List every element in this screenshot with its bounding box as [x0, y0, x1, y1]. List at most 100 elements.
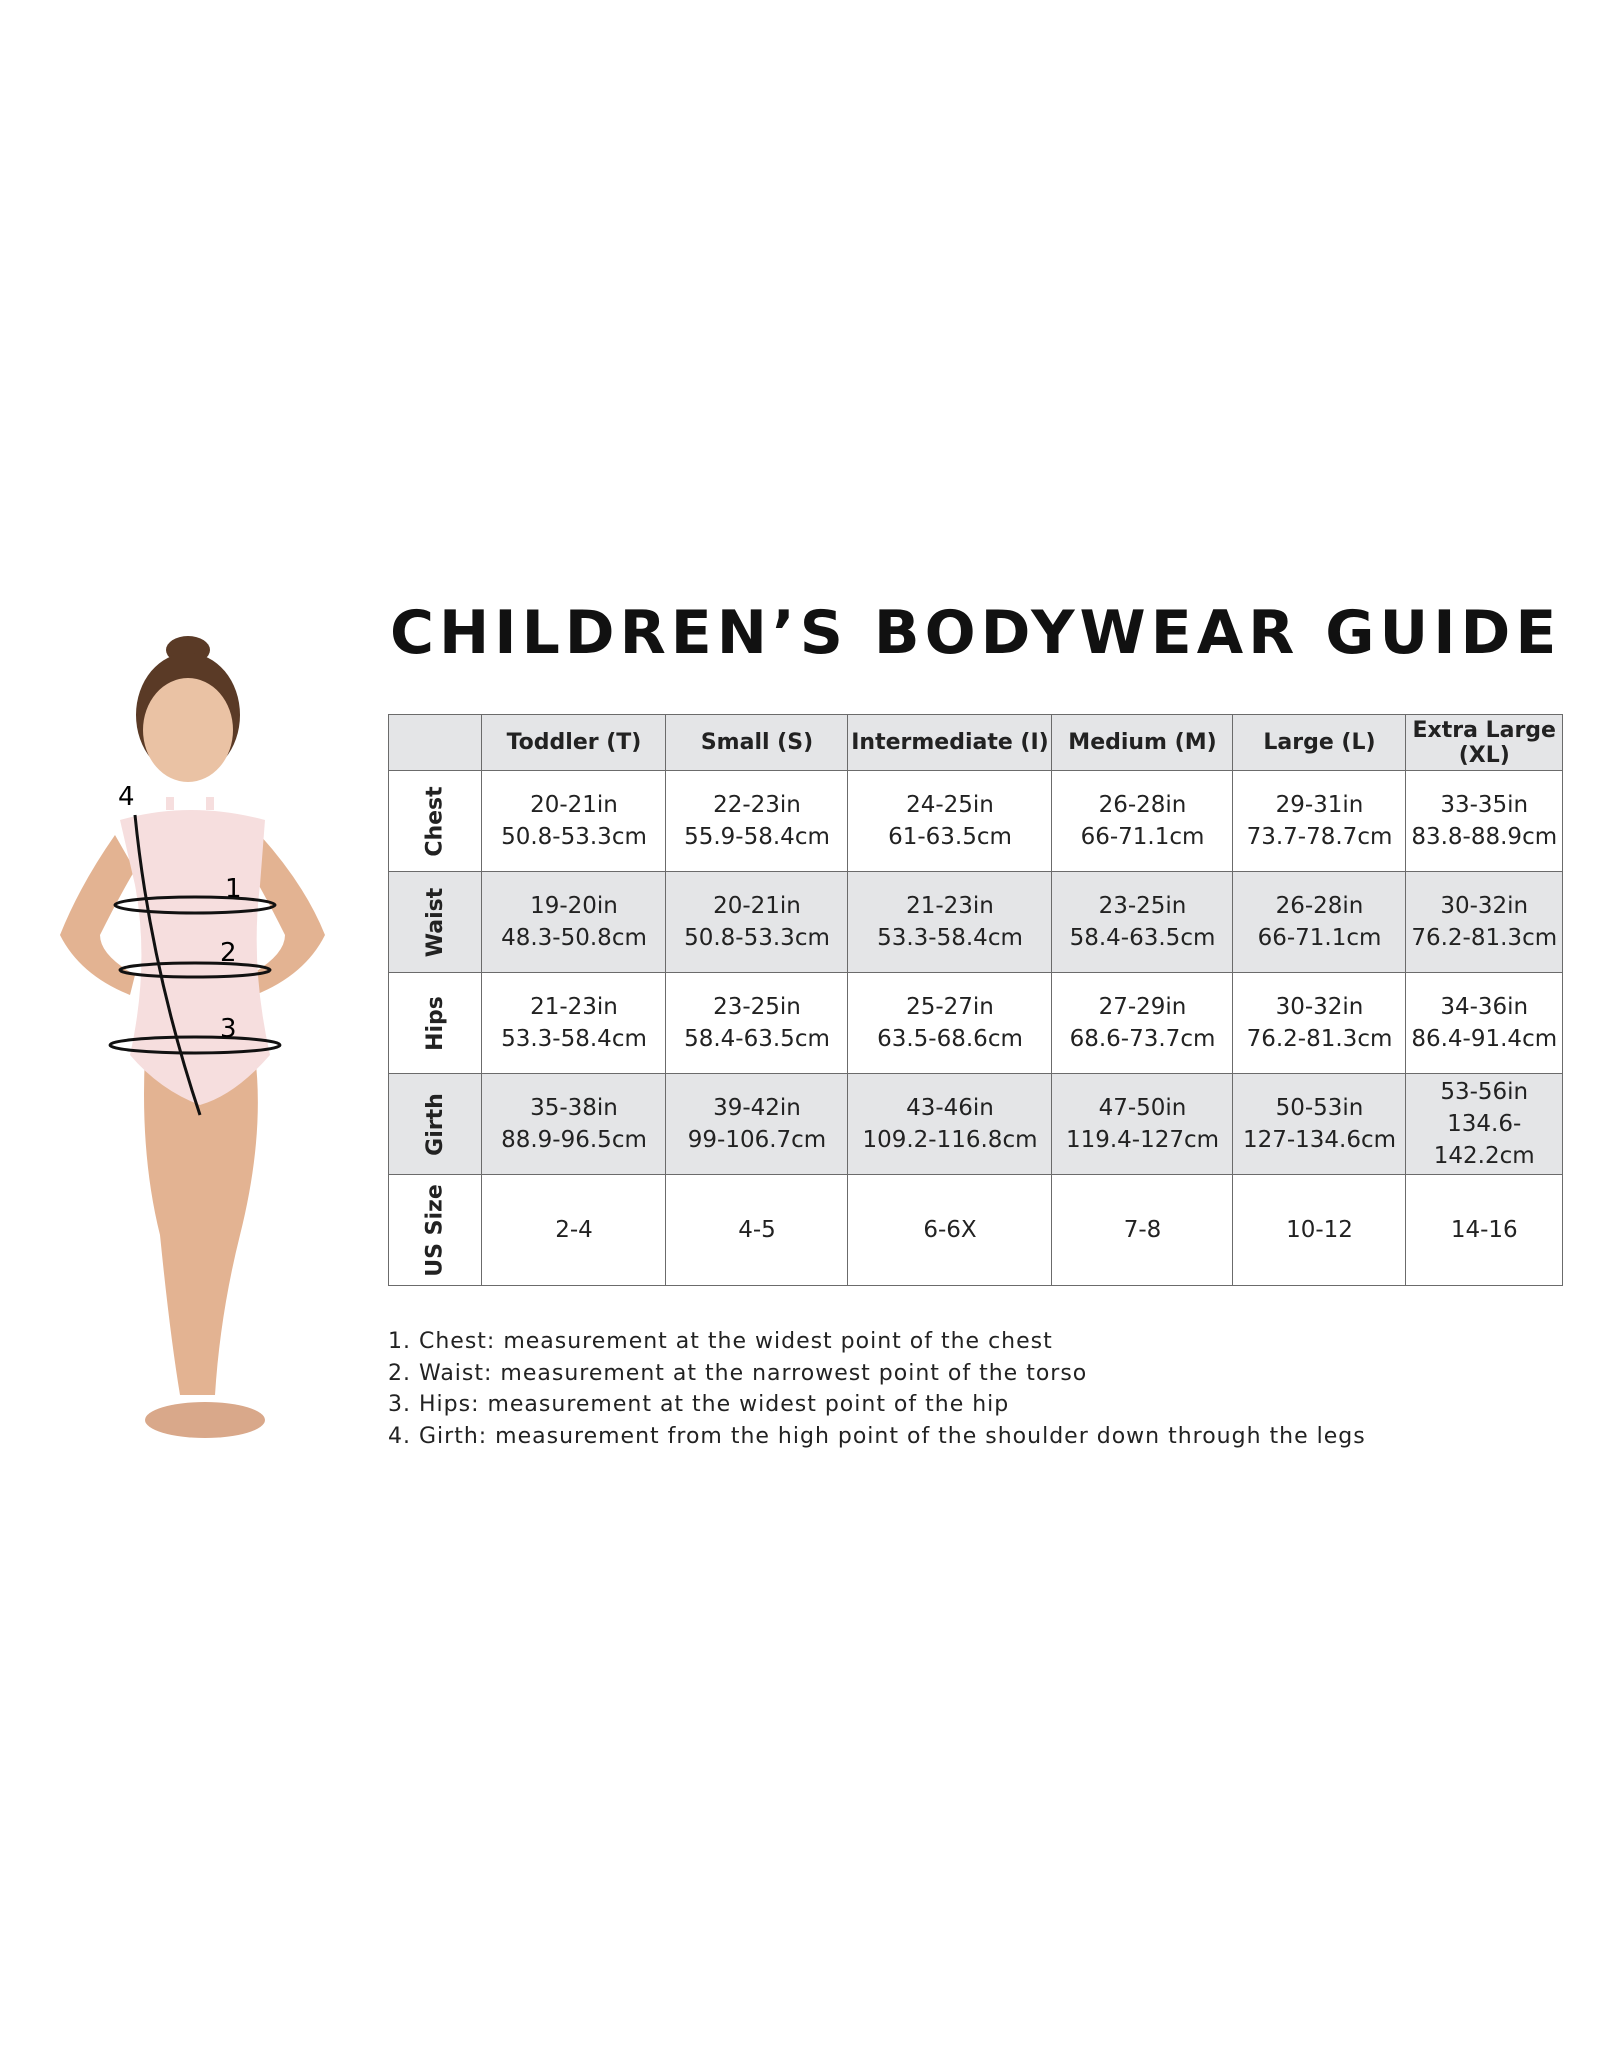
header-row: Toddler (T) Small (S) Intermediate (I) M…: [387, 714, 1563, 771]
table-cell: 47-50in 119.4-127cm: [1051, 1073, 1234, 1175]
table-cell: 27-29in 68.6-73.7cm: [1051, 972, 1234, 1074]
value-metric: 134.6-142.2cm: [1433, 1111, 1535, 1169]
value-primary: 30-32in: [1275, 994, 1364, 1020]
table-cell: 30-32in 76.2-81.3cm: [1405, 871, 1563, 973]
value-primary: 22-23in: [713, 792, 801, 818]
table-cell: 26-28in 66-71.1cm: [1051, 770, 1234, 872]
value-metric: 63.5-68.6cm: [877, 1026, 1023, 1052]
table-cell: 6-6X: [847, 1174, 1053, 1286]
table-cell: 35-38in 88.9-96.5cm: [481, 1073, 667, 1175]
value-metric: 99-106.7cm: [687, 1127, 827, 1153]
measurement-notes: 1. Chest: measurement at the widest poin…: [388, 1326, 1366, 1452]
value-metric: 55.9-58.4cm: [684, 824, 830, 850]
table-cell: 2-4: [481, 1174, 667, 1286]
note-chest: 1. Chest: measurement at the widest poin…: [388, 1329, 1053, 1354]
column-header: Intermediate (I): [847, 714, 1053, 771]
row-label: Girth: [422, 1093, 448, 1156]
value-primary: 26-28in: [1275, 893, 1364, 919]
table-cell: 25-27in 63.5-68.6cm: [847, 972, 1053, 1074]
table-cell: 14-16: [1405, 1174, 1563, 1286]
value-primary: 20-21in: [530, 792, 618, 818]
value-metric: 73.7-78.7cm: [1246, 824, 1393, 850]
table-cell: 19-20in 48.3-50.8cm: [481, 871, 667, 973]
value-primary: 20-21in: [713, 893, 801, 919]
value-metric: 53.3-58.4cm: [877, 925, 1023, 951]
table-cell: 43-46in 109.2-116.8cm: [847, 1073, 1053, 1175]
table-cell: 24-25in 61-63.5cm: [847, 770, 1053, 872]
value-primary: 7-8: [1123, 1217, 1162, 1243]
value-metric: 50.8-53.3cm: [501, 824, 647, 850]
table-row: Chest 20-21in 50.8-53.3cm 22-23in 55.9-58.4c…: [387, 770, 1563, 872]
value-metric: 66-71.1cm: [1257, 925, 1382, 951]
row-label: Hips: [422, 996, 448, 1051]
value-metric: 76.2-81.3cm: [1246, 1026, 1393, 1052]
row-header: Waist: [387, 871, 483, 973]
value-primary: 6-6X: [923, 1217, 977, 1243]
table-cell: 10-12: [1232, 1174, 1407, 1286]
value-primary: 21-23in: [530, 994, 618, 1020]
column-header: Small (S): [665, 714, 849, 771]
corner-cell: [387, 714, 483, 771]
value-metric: 76.2-81.3cm: [1411, 925, 1558, 951]
value-primary: 2-4: [555, 1217, 593, 1243]
table-cell: 20-21in 50.8-53.3cm: [665, 871, 849, 973]
column-header: Medium (M): [1051, 714, 1234, 771]
row-label: US Size: [422, 1184, 448, 1277]
value-primary: 33-35in: [1440, 792, 1529, 818]
value-primary: 4-5: [738, 1217, 776, 1243]
value-primary: 47-50in: [1098, 1095, 1187, 1121]
value-metric: 50.8-53.3cm: [684, 925, 830, 951]
row-header: Hips: [387, 972, 483, 1074]
value-primary: 43-46in: [906, 1095, 994, 1121]
table-cell: 26-28in 66-71.1cm: [1232, 871, 1407, 973]
value-primary: 26-28in: [1098, 792, 1187, 818]
value-metric: 68.6-73.7cm: [1069, 1026, 1216, 1052]
value-primary: 27-29in: [1098, 994, 1187, 1020]
table-cell: 22-23in 55.9-58.4cm: [665, 770, 849, 872]
row-header: Girth: [387, 1073, 483, 1175]
value-primary: 23-25in: [713, 994, 801, 1020]
value-primary: 53-56in: [1440, 1079, 1529, 1105]
table-row: Waist 19-20in 48.3-50.8cm 20-21in 50.8-53.3c…: [387, 871, 1563, 973]
table-cell: 21-23in 53.3-58.4cm: [847, 871, 1053, 973]
table-cell: 30-32in 76.2-81.3cm: [1232, 972, 1407, 1074]
table-cell: 23-25in 58.4-63.5cm: [665, 972, 849, 1074]
value-metric: 66-71.1cm: [1080, 824, 1205, 850]
table-row: Hips 21-23in 53.3-58.4cm 23-25in 58.4-63.5cm…: [387, 972, 1563, 1074]
note-waist: 2. Waist: measurement at the narrowest p…: [388, 1360, 1088, 1386]
table-row: Girth 35-38in 88.9-96.5cm 39-42in 99-106.7cm…: [387, 1073, 1563, 1175]
table-cell: 21-23in 53.3-58.4cm: [481, 972, 667, 1074]
value-primary: 25-27in: [906, 994, 994, 1020]
note-hips: 3. Hips: measurement at the widest point…: [388, 1392, 1010, 1417]
value-metric: 58.4-63.5cm: [1069, 925, 1216, 951]
table-cell: 29-31in 73.7-78.7cm: [1232, 770, 1407, 872]
value-primary: 34-36in: [1440, 994, 1529, 1020]
row-label: Chest: [422, 786, 448, 857]
table-cell: 20-21in 50.8-53.3cm: [481, 770, 667, 872]
marker-3: 3: [220, 1014, 237, 1044]
child-model-illustration: 1 2 3 4: [60, 636, 325, 1438]
row-header: Chest: [387, 770, 483, 872]
table-cell: 7-8: [1051, 1174, 1234, 1286]
row-label: Waist: [422, 887, 448, 958]
value-primary: 29-31in: [1275, 792, 1364, 818]
value-metric: 61-63.5cm: [888, 824, 1012, 850]
value-metric: 127-134.6cm: [1242, 1127, 1397, 1153]
value-metric: 119.4-127cm: [1065, 1127, 1220, 1153]
value-primary: 39-42in: [713, 1095, 801, 1121]
size-chart-table: Toddler (T) Small (S) Intermediate (I) M…: [387, 714, 1563, 1286]
table-cell: 33-35in 83.8-88.9cm: [1405, 770, 1563, 872]
value-metric: 48.3-50.8cm: [501, 925, 647, 951]
table-cell: 50-53in 127-134.6cm: [1232, 1073, 1407, 1175]
marker-1: 1: [225, 874, 242, 904]
value-primary: 14-16: [1450, 1217, 1518, 1243]
value-primary: 35-38in: [530, 1095, 618, 1121]
table-cell: 53-56in 134.6-142.2cm: [1405, 1073, 1563, 1175]
marker-4: 4: [118, 782, 135, 812]
value-primary: 10-12: [1286, 1217, 1353, 1243]
table-cell: 23-25in 58.4-63.5cm: [1051, 871, 1234, 973]
table-cell: 4-5: [665, 1174, 849, 1286]
value-metric: 88.9-96.5cm: [501, 1127, 647, 1153]
value-metric: 83.8-88.9cm: [1411, 824, 1558, 850]
value-primary: 24-25in: [906, 792, 994, 818]
